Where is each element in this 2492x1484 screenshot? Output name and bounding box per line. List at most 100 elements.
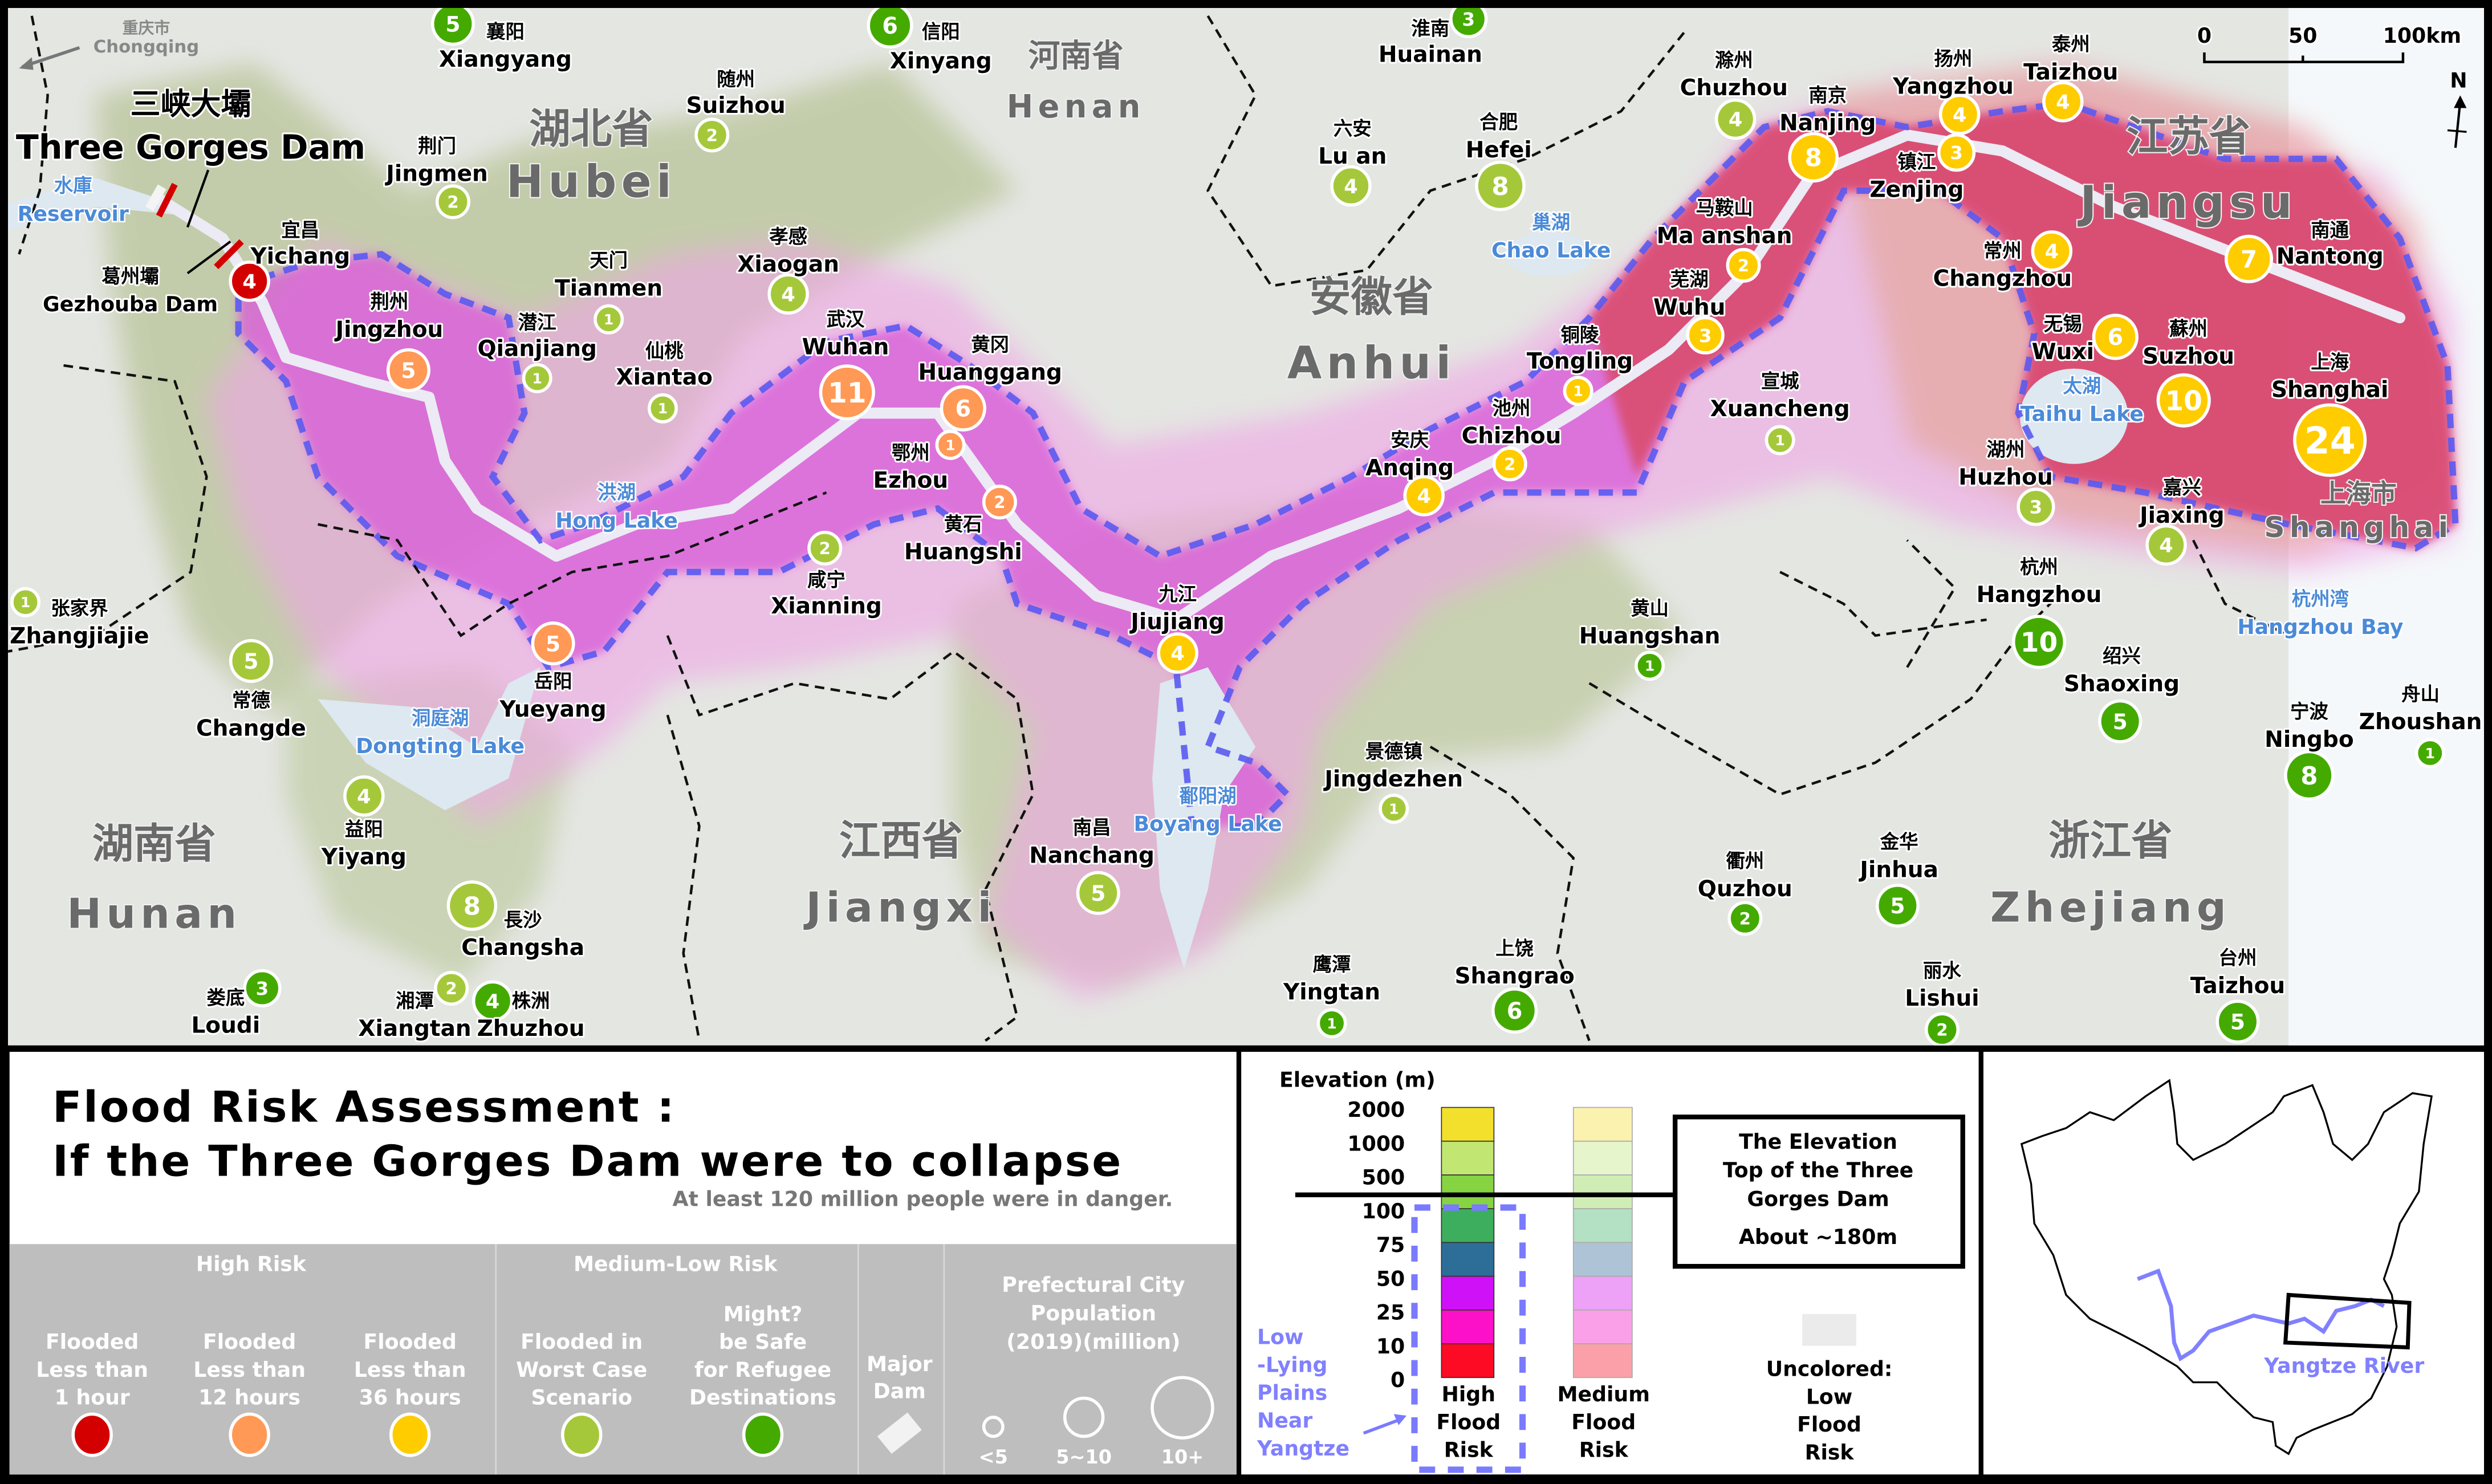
province-label-zh: 上海市 <box>2320 479 2397 509</box>
city-population-value: 1 <box>1573 383 1583 400</box>
city-population-marker <box>1726 247 1761 283</box>
high-flood-risk-label: High <box>1442 1382 1495 1406</box>
medium-risk-color-band <box>1572 1275 1633 1311</box>
city-jingmen: 2 荆门 Jingmen <box>383 133 490 219</box>
city-population-marker <box>694 117 730 153</box>
water-label-zh: 鄱阳湖 <box>1178 784 1236 807</box>
jiangsu-high-risk-zone <box>1589 103 2456 548</box>
city-name-zh: 马鞍山 <box>1696 197 1753 219</box>
city-name-en: Nantong <box>2276 244 2384 270</box>
city-population-marker <box>386 348 430 392</box>
water-label-zh: 杭州湾 <box>2292 588 2349 610</box>
city-population-marker <box>2011 615 2067 669</box>
city-population-marker <box>982 485 1017 520</box>
city-name-en: Ezhou <box>873 468 948 494</box>
city-population-value: 1 <box>532 370 542 387</box>
city-name-en: Tongling <box>1527 349 1633 375</box>
city-population-value: 10 <box>2021 627 2058 658</box>
city-population-marker <box>1403 475 1445 517</box>
dam-box-line-2: Top of the Three <box>1723 1158 1913 1182</box>
medium-flood-risk-label: Flood <box>1571 1410 1636 1434</box>
city-name-zh: 六安 <box>1334 117 1372 140</box>
city-changde: 5 常德 Changde <box>194 639 308 743</box>
high-risk-color-band <box>1441 1275 1495 1311</box>
city-chizhou: 2 池州 Chizhou <box>1460 395 1563 482</box>
risk-legend-label: be Safe <box>719 1329 807 1354</box>
city-shaoxing: 5 绍兴 Shaoxing <box>2062 643 2181 743</box>
city-changsha: 8 長沙 Changsha <box>446 880 586 962</box>
city-name-en: Ma anshan <box>1657 223 1792 249</box>
province-label-en: Henan <box>1007 88 1145 125</box>
population-size-small: <5 <box>979 1446 1008 1468</box>
city-wuhan: 11 武汉 Wuhan <box>800 306 891 421</box>
city-name-zh: 安庆 <box>1391 429 1429 451</box>
city-name-en: Jinhua <box>1858 857 1938 883</box>
city-population-value: 6 <box>882 13 898 39</box>
province-label-zh: 湖北省 <box>529 105 653 153</box>
water-labels: 洪湖 Hong Lake 洞庭湖 Dongting Lake 鄱阳湖 Boyang Lak… <box>355 210 2405 837</box>
city-jiaxing: 4 嘉兴 Jiaxing <box>2136 475 2226 566</box>
city-nanjing: 8 南京 Nanjing <box>1778 82 1877 183</box>
city-name-zh: 娄底 <box>206 986 245 1009</box>
city-huanggang: 6 黄冈 Huanggang <box>916 332 1064 432</box>
city-population-value: 2 <box>446 979 457 998</box>
province-label-zh: 安徽省 <box>1310 274 1433 322</box>
inset-map-panel <box>1983 1051 2485 1475</box>
city-name-en: Huainan <box>1379 42 1482 68</box>
city-name-en: Tianmen <box>555 275 662 301</box>
city-population-marker <box>343 775 385 817</box>
major-dam-icon <box>877 1412 922 1454</box>
elevation-tick: 1000 <box>1347 1131 1405 1156</box>
population-header-3: (2019)(million) <box>1006 1329 1180 1354</box>
north-label: N <box>2450 68 2467 92</box>
city-population-value: 5 <box>445 11 460 36</box>
city-population-marker <box>935 429 966 460</box>
city-name-en: Hefei <box>1466 137 1532 163</box>
low-flood-risk-label: Flood <box>1797 1412 1861 1437</box>
city-nantong: 7 南通 Nantong <box>2224 217 2385 283</box>
uncolored-swatch <box>1802 1314 1856 1346</box>
city-population-marker <box>647 393 678 424</box>
yangtze-river-inset <box>2137 1268 2385 1361</box>
city-population-marker <box>1157 632 1198 674</box>
population-size-large: 10+ <box>1161 1446 1204 1468</box>
high-flood-risk-label: Risk <box>1444 1438 1494 1462</box>
city-name-en: Wuhu <box>1653 295 1725 320</box>
city-zhuzhou: 4 株洲 Zhuzhou <box>471 980 587 1043</box>
city-population-value: 11 <box>828 377 867 409</box>
water-label-en: Chao Lake <box>1491 238 1611 262</box>
city-name-zh: 宜昌 <box>281 219 319 241</box>
city-name-zh: 咸宁 <box>807 568 845 591</box>
city-population-marker <box>1937 133 1976 172</box>
city-population-value: 2 <box>819 539 831 558</box>
elevation-title: Elevation (m) <box>1279 1067 1436 1092</box>
city-changzhou: 4 常州 Changzhou <box>1932 230 2074 294</box>
city-name-en: Yiyang <box>321 844 406 870</box>
risk-legend-label: Flooded <box>364 1329 457 1354</box>
city-population-value: 4 <box>486 990 499 1013</box>
city-name-zh: 湖州 <box>1987 438 2025 461</box>
city-hefei: 8 合肥 Hefei <box>1464 109 1534 212</box>
city-zhangjiajie: 1 张家界 Zhangjiajie <box>8 587 151 651</box>
low-flood-risk-label: Risk <box>1805 1440 1855 1465</box>
city-population-value: 1 <box>1775 432 1784 449</box>
city-population-value: 4 <box>2056 91 2070 114</box>
city-xiangtan: 2 湘潭 Xiangtan <box>356 970 473 1043</box>
city-name-zh: 黄山 <box>1631 597 1669 620</box>
city-yangzhou: 4 扬州 Yangzhou <box>1891 46 2015 135</box>
chongqing-label-zh: 重庆市 <box>123 19 170 38</box>
city-name-en: Suizhou <box>686 93 785 119</box>
city-jingdezhen: 1 景德镇 Jingdezhen <box>1321 738 1465 824</box>
city-population-marker <box>2215 999 2260 1044</box>
city-population-marker <box>243 969 282 1008</box>
city-name-en: Xiangtan <box>358 1016 471 1042</box>
low-flood-risk-label: Uncolored: <box>1766 1356 1893 1381</box>
risk-legend-item: Flooded in Worst Case Scenario <box>516 1329 647 1457</box>
elevation-tick: 10 <box>1376 1334 1405 1359</box>
title-line-1: Flood Risk Assessment : <box>52 1082 676 1132</box>
province-label-en: Jiangxi <box>803 884 996 932</box>
province-label-en: Zhejiang <box>1990 884 2231 932</box>
city-name-zh: 鄂州 <box>892 441 930 464</box>
